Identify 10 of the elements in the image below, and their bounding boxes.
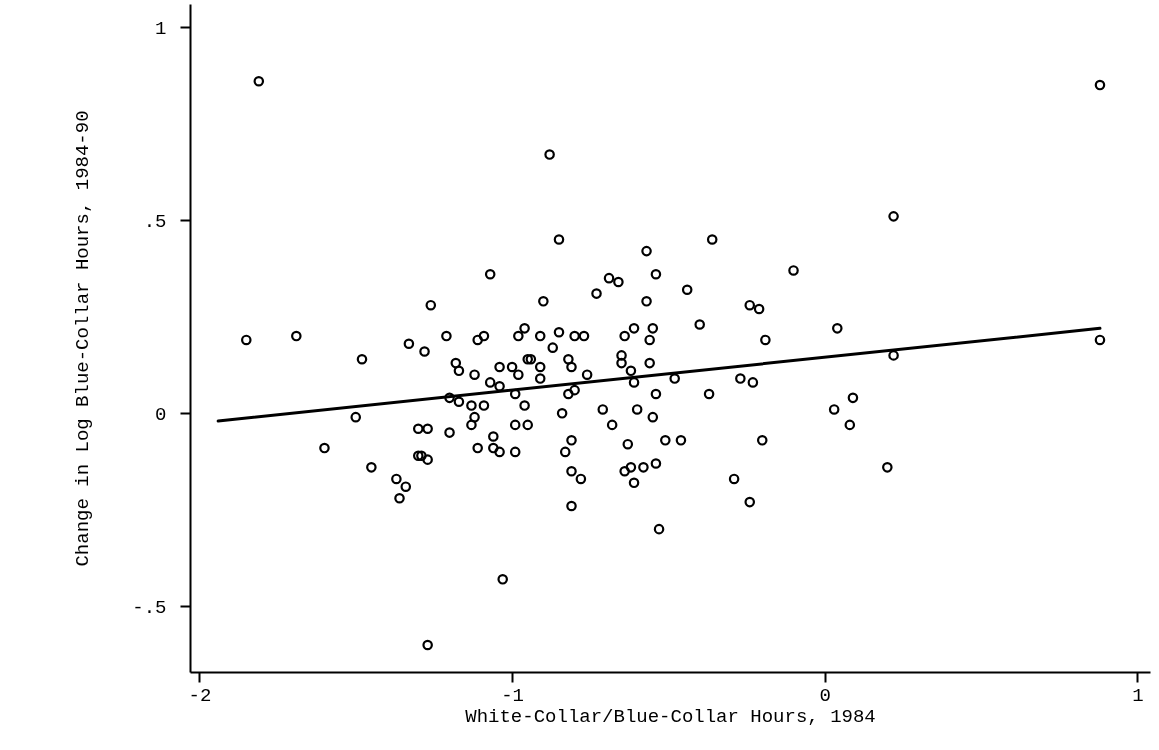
x-axis-title: White-Collar/Blue-Collar Hours, 1984: [465, 705, 876, 728]
x-tick-label: -2: [188, 684, 212, 707]
x-tick-label: 0: [819, 684, 831, 707]
y-axis-title: Change in Log Blue-Collar Hours, 1984-90: [72, 110, 95, 567]
x-tick-label: -1: [501, 684, 524, 707]
x-tick-label: 1: [1132, 684, 1144, 707]
y-tick-label: 0: [155, 403, 167, 426]
y-tick-label: -.5: [132, 596, 167, 619]
y-tick-label: .5: [143, 210, 167, 233]
y-tick-label: 1: [155, 17, 167, 40]
